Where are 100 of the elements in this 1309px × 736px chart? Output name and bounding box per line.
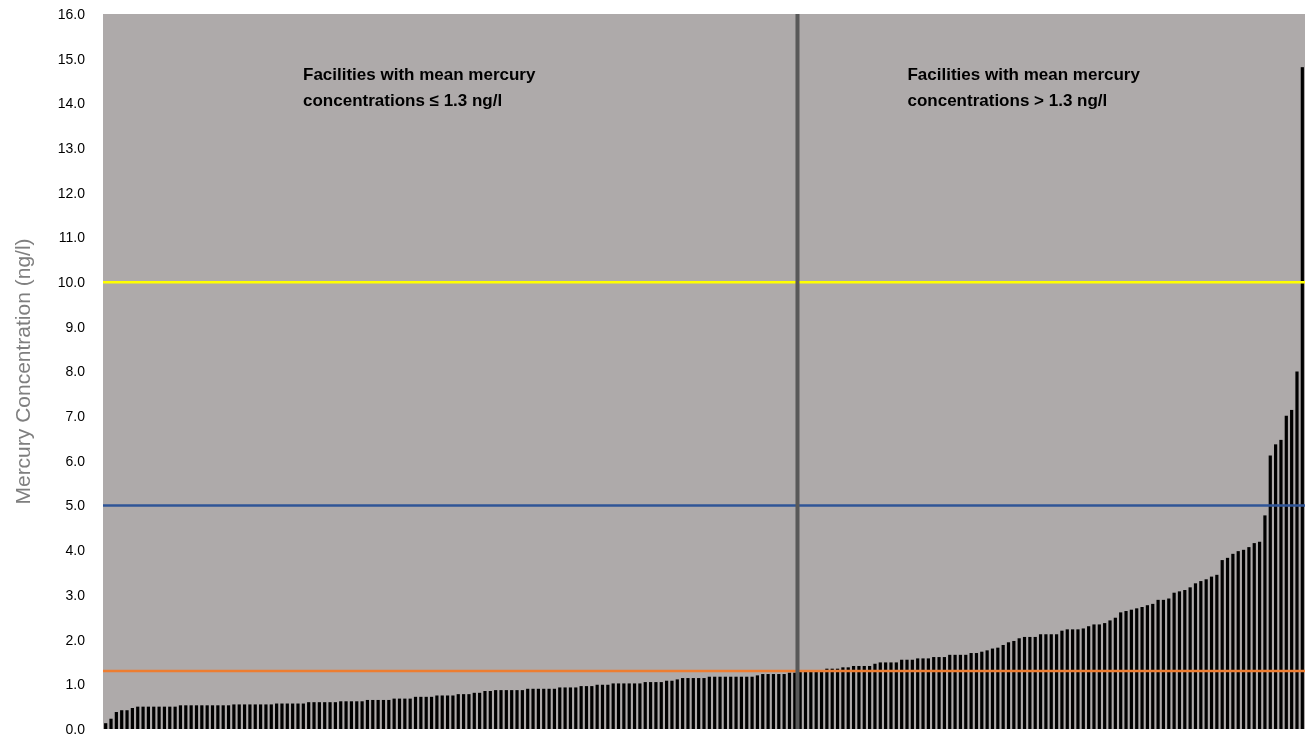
bar [691,678,695,729]
bar [921,658,925,729]
bar [499,690,503,729]
bar [905,659,909,729]
bar [1172,592,1176,729]
bar [841,667,845,729]
bar [958,654,963,729]
bar [520,690,524,729]
bar [355,701,359,729]
y-tick-label: 13.0 [57,139,86,156]
bar [381,699,386,729]
bar [1054,634,1059,729]
bar [1022,636,1027,729]
y-tick-label: 2.0 [65,631,86,648]
y-tick-label: 15.0 [57,50,86,67]
bar [157,706,161,729]
bar [1193,583,1198,729]
bar [333,702,337,729]
bar [894,662,898,729]
bar [173,706,177,729]
bar [755,675,760,729]
y-tick-label: 8.0 [65,363,86,380]
bar [723,676,727,729]
bar [504,690,508,729]
bar [1012,640,1016,729]
bar [990,648,995,729]
bar [622,683,626,729]
bar [435,695,439,729]
bar [1119,612,1123,729]
bar [1295,371,1299,729]
bar [632,683,637,729]
bar [542,688,546,729]
bar [900,659,904,729]
bar [750,676,754,729]
bar [734,676,738,729]
bar [1113,617,1117,729]
bar [638,683,642,729]
bar [403,698,407,729]
y-tick-label: 12.0 [57,184,86,201]
bar [857,665,861,729]
bar [488,691,492,729]
bar [424,696,428,729]
bar [884,662,888,729]
bar [232,704,236,729]
bar [702,678,706,729]
bar [1177,591,1182,729]
bar [162,706,167,729]
bar [344,701,348,729]
bar [873,663,877,729]
bar [242,704,247,729]
bar [285,703,289,729]
bar [739,676,743,729]
bar [761,674,765,729]
bar [258,704,263,729]
bar [392,698,396,729]
y-tick-label: 11.0 [58,229,86,246]
bar [472,692,476,729]
bar [296,703,300,729]
bar [483,691,487,729]
bar [552,688,557,729]
bar [1279,439,1283,729]
bar [1225,557,1230,729]
bar [494,690,498,729]
bar [1183,590,1187,729]
bar [1199,581,1203,729]
bar [932,657,936,729]
bar [1038,634,1043,729]
bar [536,688,540,729]
bar [606,684,610,729]
bar [563,687,567,729]
bar [104,723,108,729]
bar [1033,636,1037,729]
annotation: Facilities with mean mercury concentrations ≤ 1.3 ng/l [303,65,536,110]
bar [1151,603,1155,729]
bar [878,662,882,729]
bar [926,658,930,729]
bar [376,699,380,729]
bar [825,668,829,729]
bar [429,696,434,729]
bar [451,695,455,729]
bar [1065,629,1069,729]
bar [301,703,305,729]
bar [1017,638,1021,729]
y-tick-label: 1.0 [65,676,86,693]
bar [349,701,354,729]
annotation: Facilities with mean mercury concentrations > 1.3 ng/l [907,65,1141,110]
bar [1257,541,1262,729]
y-tick-label: 3.0 [65,586,86,603]
bar [1071,629,1075,729]
bar [835,668,840,729]
y-tick-label: 16.0 [57,5,86,22]
bar [868,665,872,729]
bar [686,678,690,729]
bar [985,650,989,729]
bar [312,702,316,729]
bar [616,683,621,729]
bar [969,653,973,729]
bar [307,702,311,729]
bar [1129,609,1133,729]
bar [1215,574,1219,729]
